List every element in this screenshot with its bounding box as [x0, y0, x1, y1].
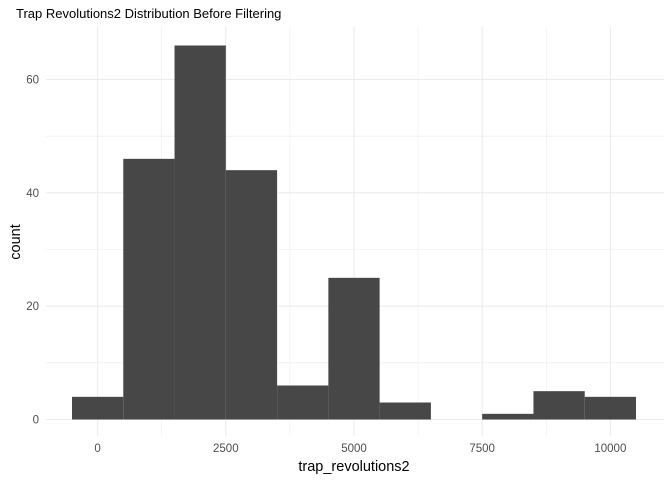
histogram-bar	[533, 391, 585, 420]
y-tick-label: 60	[26, 75, 39, 87]
x-tick-label: 7500	[469, 443, 495, 455]
histogram-bar	[482, 413, 534, 420]
histogram-bar	[379, 402, 431, 420]
histogram-bars	[72, 45, 636, 420]
x-tick-label: 5000	[341, 443, 367, 455]
y-tick-label: 40	[26, 188, 39, 200]
x-tick-label: 10000	[594, 443, 626, 455]
y-axis-ticks: 0 20 40 60	[26, 75, 39, 427]
histogram-bar	[328, 277, 380, 420]
chart-title: Trap Revolutions2 Distribution Before Fi…	[16, 6, 281, 21]
x-axis-title: trap_revolutions2	[298, 459, 409, 475]
x-axis-ticks: 0 2500 5000 7500 10000	[94, 443, 626, 455]
histogram-bar	[174, 45, 226, 420]
histogram-bar	[72, 396, 124, 420]
y-tick-label: 20	[26, 301, 39, 313]
x-tick-label: 0	[94, 443, 100, 455]
histogram-bar	[225, 170, 278, 420]
histogram-bar	[123, 158, 175, 420]
y-axis-title: count	[8, 224, 24, 259]
x-tick-label: 2500	[213, 443, 239, 455]
histogram-bar	[584, 396, 636, 420]
y-tick-label: 0	[33, 415, 39, 427]
histogram-bar	[277, 385, 329, 420]
